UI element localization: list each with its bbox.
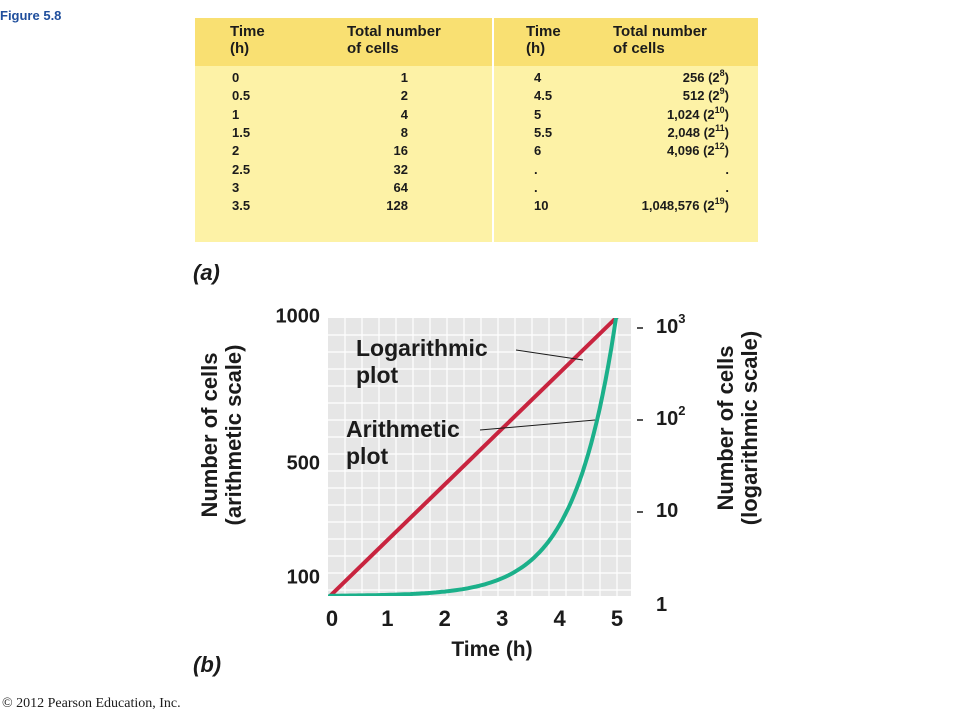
table-cell-cells: 4,096 (212) — [666, 141, 729, 159]
table-cell-time: 2 — [232, 143, 240, 159]
table-cell-cells: 2,048 (211) — [667, 122, 729, 140]
table-cell-time: 0 — [232, 70, 240, 85]
y-left-tick-label: 100 — [287, 566, 320, 588]
table-cell-cells: 1,024 (210) — [666, 104, 729, 122]
part-a-label: (a) — [193, 260, 220, 285]
x-axis-label: Time (h) — [451, 638, 532, 661]
table-header-cells-left: Total number of cells — [347, 23, 441, 57]
table-cell-time: . — [534, 179, 538, 195]
y-axis-label-left: Number of cells (arithmetic scale) — [197, 344, 246, 526]
arithmetic-plot-label: plot — [346, 443, 388, 469]
table-cell-cells: 32 — [393, 161, 408, 177]
y-left-tick-label: 500 — [287, 452, 320, 474]
table-cell-time: 6 — [534, 143, 542, 159]
table-cell-time: 3.5 — [232, 198, 251, 214]
x-tick-label: 1 — [381, 606, 393, 631]
table-cell-cells: 128 — [386, 198, 408, 214]
table-cell-cells: 1,048,576 (219) — [641, 196, 729, 214]
y-right-tick-label: 102 — [656, 403, 685, 430]
table-cell-cells: 64 — [393, 179, 408, 195]
y-right-tick-label: 1 — [656, 594, 667, 616]
y-axis-label-right: Number of cells (logarithmic scale) — [713, 330, 762, 526]
table-cell-cells: 512 (29) — [682, 86, 729, 104]
y-right-tick-label: 103 — [656, 311, 685, 338]
table-divider — [492, 18, 494, 242]
table-cell-time: 1.5 — [232, 124, 251, 140]
table-cell-time: . — [534, 161, 538, 177]
x-tick-label: 3 — [496, 606, 508, 631]
y-left-tick-label: 1000 — [276, 305, 321, 327]
table-cell-time: 0.5 — [232, 88, 251, 104]
table-header-row — [195, 18, 758, 66]
x-tick-label: 2 — [439, 606, 451, 631]
table-cell-cells: 8 — [400, 124, 408, 140]
table-cell-time: 3 — [232, 179, 240, 195]
table-cell-time: 4 — [534, 70, 542, 85]
table-cell-cells: . — [725, 179, 729, 195]
x-tick-label: 5 — [611, 606, 623, 631]
table-header-time-right: Time (h) — [526, 23, 561, 57]
table-cell-cells: . — [725, 161, 729, 177]
table-cell-cells: 4 — [400, 106, 408, 122]
table-cell-time: 5.5 — [534, 124, 553, 140]
table-cell-time: 10 — [534, 198, 549, 214]
arithmetic-plot-curve — [328, 318, 619, 596]
table-cell-cells: 2 — [400, 88, 408, 104]
table-cell-cells: 256 (28) — [682, 68, 729, 86]
logarithmic-plot-label: plot — [356, 362, 398, 388]
logarithmic-plot-line — [328, 318, 619, 596]
y-right-tick-label: 10 — [656, 500, 678, 522]
series-group — [328, 318, 619, 596]
table-header-time-left: Time (h) — [230, 23, 265, 57]
table-cell-cells: 16 — [393, 143, 408, 159]
figure-label: Figure 5.8 — [0, 8, 62, 23]
x-tick-label: 0 — [326, 606, 338, 631]
arithmetic-plot-label: Arithmetic — [346, 416, 460, 442]
copyright: © 2012 Pearson Education, Inc. — [2, 696, 181, 711]
logarithmic-plot-label: Logarithmic — [356, 335, 488, 361]
table-cell-time: 2.5 — [232, 161, 251, 177]
logarithmic-leader-line — [515, 349, 584, 361]
table-cell-cells: 1 — [400, 70, 408, 85]
part-b-label: (b) — [193, 652, 222, 677]
table-cell-time: 5 — [534, 106, 542, 122]
x-tick-label: 4 — [553, 606, 566, 631]
table-cell-time: 1 — [232, 106, 240, 122]
table-header-cells-right: Total number of cells — [613, 23, 707, 57]
arithmetic-leader-line — [479, 419, 596, 431]
table-cell-time: 4.5 — [534, 88, 553, 104]
